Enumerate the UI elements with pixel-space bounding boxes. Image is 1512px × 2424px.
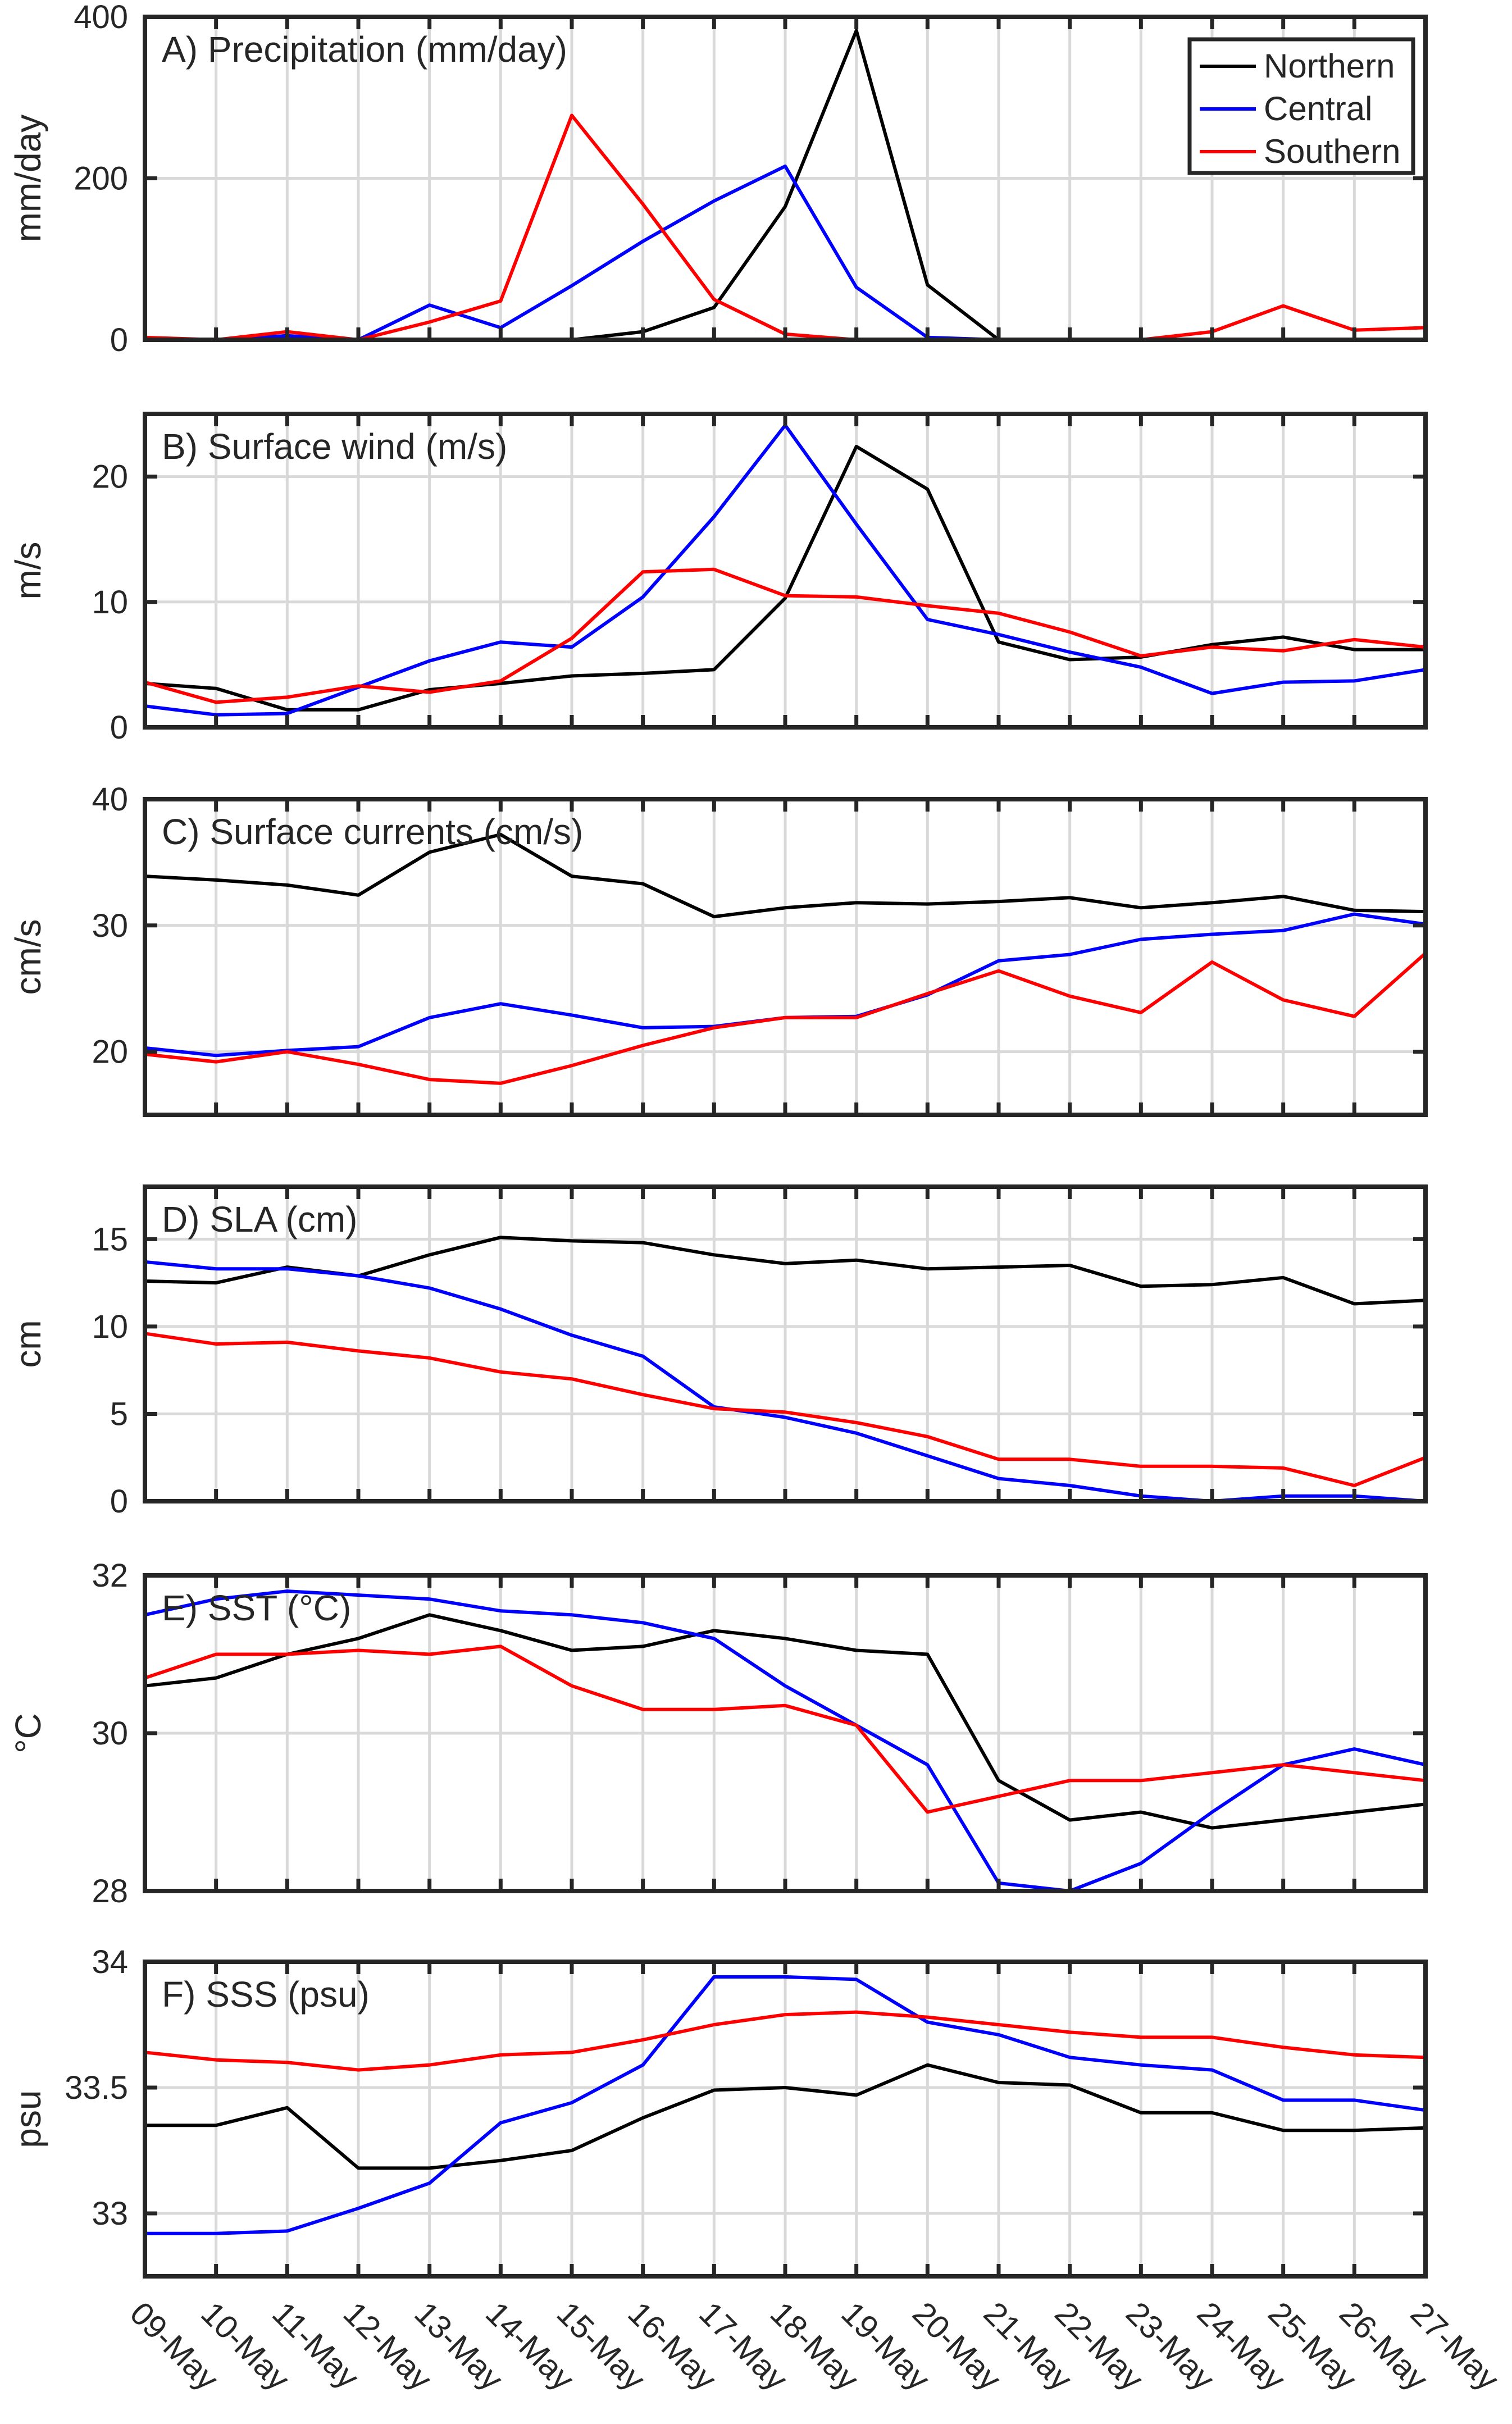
panel-f: 33 33.5 34 psu F) SSS (psu) (8, 1944, 1428, 2279)
y-tick-label: 10 (92, 584, 128, 621)
y-tick-label: 0 (110, 1483, 128, 1520)
legend: Northern Central Southern (1187, 37, 1415, 175)
y-tick-label: 200 (74, 161, 128, 197)
y-tick-label: 400 (74, 0, 128, 35)
legend-label-central: Central (1264, 90, 1372, 127)
y-axis-label: psu (8, 2090, 48, 2148)
y-axis-label: cm/s (8, 919, 48, 995)
series-line-northern (144, 445, 1426, 712)
y-tick-label: 20 (92, 459, 128, 495)
series-line-southern (144, 2010, 1426, 2072)
y-tick-label: 5 (110, 1396, 128, 1432)
series-line-northern (144, 1613, 1426, 1830)
legend-label-northern: Northern (1264, 47, 1395, 85)
y-tick-label: 32 (92, 1557, 128, 1594)
panel-title: D) SLA (cm) (162, 1199, 357, 1240)
legend-label-southern: Southern (1264, 133, 1401, 170)
panel-e: 28 30 32 °C E) SST (°C) (8, 1557, 1428, 1910)
series-line-southern (144, 952, 1427, 1085)
y-axis-label: mm/day (8, 115, 48, 243)
y-tick-label: 30 (92, 1715, 128, 1752)
y-tick-label: 15 (92, 1221, 128, 1257)
series-line-central (145, 1975, 1426, 2235)
y-tick-label: 10 (92, 1309, 128, 1345)
panel-b: 0 10 20 m/s B) Surface wind (m/s) (8, 412, 1428, 746)
y-axis-label: cm (8, 1320, 48, 1368)
y-tick-label: 34 (92, 1944, 128, 1980)
series-line-northern (144, 832, 1426, 919)
panel-title: A) Precipitation (mm/day) (162, 29, 567, 70)
y-tick-label: 33.5 (65, 2070, 128, 2106)
series-line-southern (144, 1332, 1427, 1487)
y-tick-label: 30 (92, 908, 128, 944)
y-axis-label: °C (8, 1713, 48, 1753)
series-line-central (144, 1589, 1426, 1893)
panel-c: 20 30 40 cm/s C) Surface currents (cm/s) (8, 781, 1428, 1117)
panel-title: F) SSS (psu) (162, 1974, 370, 2015)
y-tick-label: 20 (92, 1034, 128, 1070)
panel-d: 0 5 10 15 cm D) SLA (cm) (8, 1184, 1428, 1520)
y-tick-label: 0 (110, 322, 128, 358)
y-axis-label: m/s (8, 541, 48, 599)
y-tick-label: 40 (92, 781, 128, 818)
series-line-southern (144, 567, 1426, 704)
panel-title: B) Surface wind (m/s) (162, 426, 507, 467)
panel-title: E) SST (°C) (162, 1588, 351, 1628)
y-tick-label: 28 (92, 1873, 128, 1910)
series-line-southern (144, 1644, 1426, 1814)
y-tick-label: 33 (92, 2195, 128, 2232)
series-line-northern (145, 2063, 1426, 2170)
x-axis: 09-May10-May11-May12-May13-May14-May15-M… (123, 2295, 1506, 2398)
panel-title: C) Surface currents (cm/s) (162, 812, 583, 852)
y-tick-label: 0 (110, 709, 128, 746)
